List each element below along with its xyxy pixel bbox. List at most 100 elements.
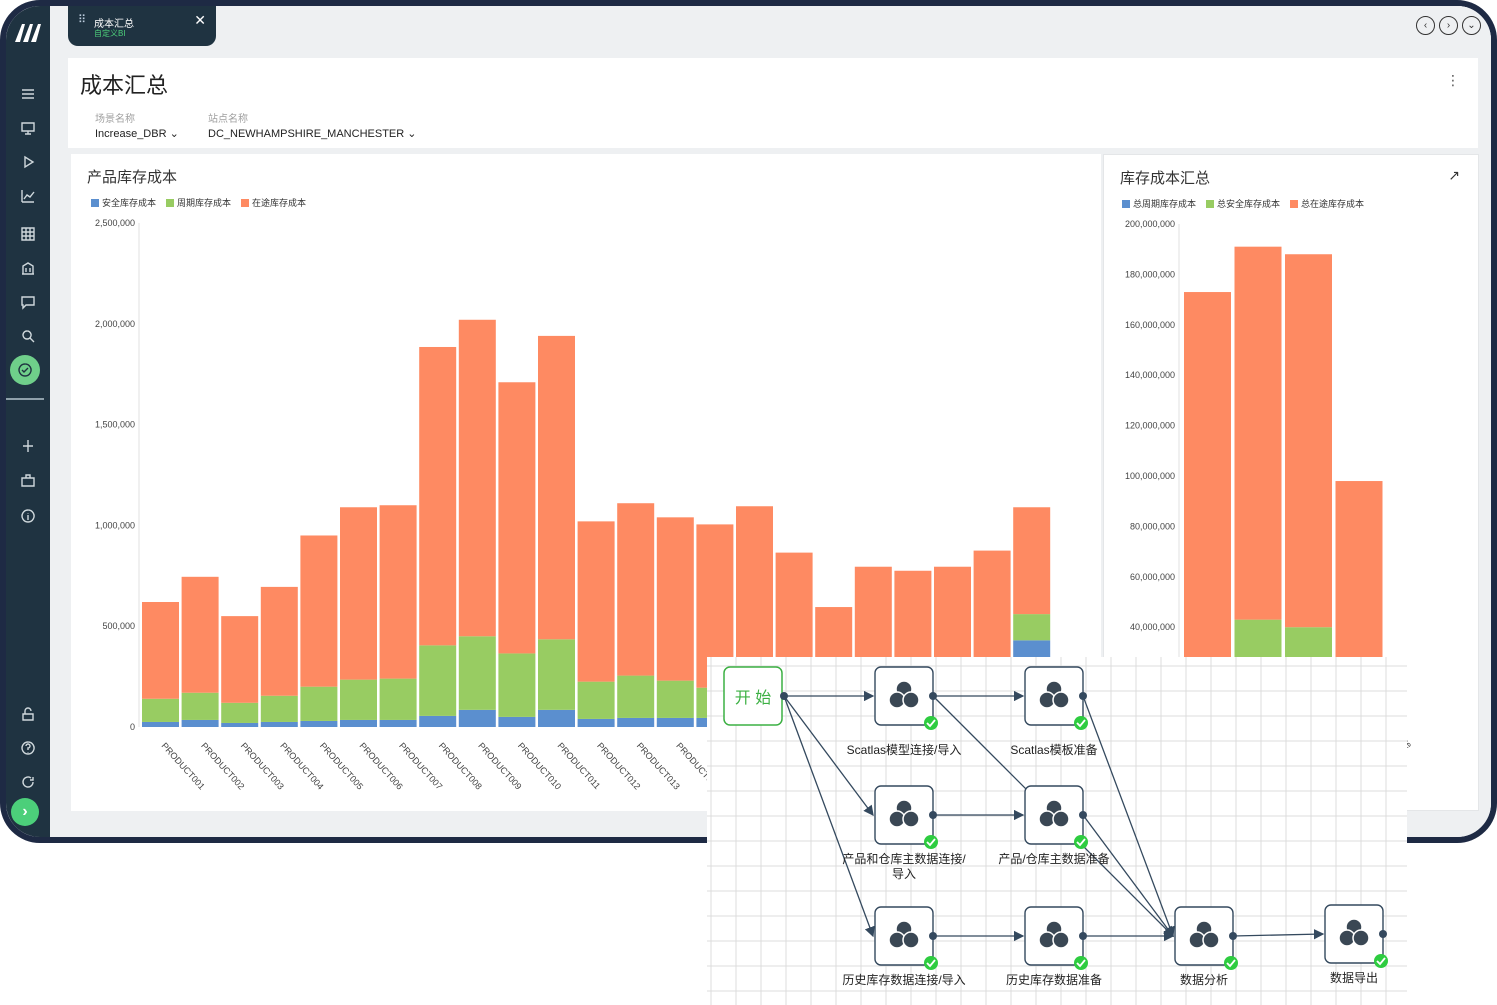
toolbox-icon[interactable] — [16, 468, 40, 492]
bar-segment[interactable] — [538, 335, 575, 640]
bar-segment[interactable] — [340, 679, 377, 720]
drag-handle-icon[interactable]: ⠿ — [78, 14, 86, 26]
bar-segment[interactable] — [142, 721, 179, 727]
workflow-canvas[interactable]: 开 始 Scatlas模型连接/导入 Scatlas模板准备 产品和仓库主数据连接/… — [707, 657, 1407, 1005]
bar-segment[interactable] — [1234, 246, 1282, 620]
flow-node[interactable] — [1024, 785, 1088, 849]
bar-segment[interactable] — [577, 521, 615, 682]
bar-segment[interactable] — [538, 639, 575, 710]
legend-item[interactable]: 总在途库存成本 — [1290, 197, 1364, 210]
bar-segment[interactable] — [1234, 619, 1282, 658]
help-icon[interactable] — [16, 736, 40, 760]
presentation-icon[interactable] — [16, 116, 40, 140]
bar-segment[interactable] — [419, 715, 457, 727]
bar-segment[interactable] — [498, 382, 536, 654]
bar-segment[interactable] — [379, 678, 417, 720]
legend-item[interactable]: 总安全库存成本 — [1206, 197, 1280, 210]
bar-segment[interactable] — [221, 702, 259, 723]
bar-segment[interactable] — [1184, 292, 1231, 665]
port-dot[interactable] — [929, 932, 937, 940]
legend-item[interactable]: 在途库存成本 — [241, 196, 306, 209]
port-dot[interactable] — [1079, 811, 1087, 819]
chevron-down-icon[interactable]: ⌄ — [1462, 16, 1481, 35]
bar-segment[interactable] — [617, 675, 655, 718]
bar-segment[interactable] — [577, 718, 615, 727]
port-dot[interactable] — [780, 692, 788, 700]
bar-segment[interactable] — [379, 719, 417, 727]
list-icon[interactable] — [16, 82, 40, 106]
unlock-icon[interactable] — [16, 702, 40, 726]
bar-segment[interactable] — [656, 717, 694, 727]
chevron-right-icon[interactable]: › — [1439, 16, 1458, 35]
bar-segment[interactable] — [181, 692, 219, 720]
filter-scenario[interactable]: 场景名称 Increase_DBR ⌄ — [95, 110, 179, 140]
flow-node[interactable] — [1024, 666, 1088, 730]
bar-segment[interactable] — [617, 717, 655, 727]
bar-segment[interactable] — [221, 722, 259, 727]
flow-node[interactable] — [1324, 904, 1388, 968]
chevron-left-icon[interactable]: ‹ — [1416, 16, 1435, 35]
play-icon[interactable] — [16, 150, 40, 174]
flow-node[interactable] — [874, 785, 938, 849]
port-dot[interactable] — [1379, 930, 1387, 938]
bar-segment[interactable] — [458, 709, 496, 727]
legend-item[interactable]: 总周期库存成本 — [1122, 197, 1196, 210]
search-check-icon[interactable] — [16, 324, 40, 348]
port-dot[interactable] — [1079, 932, 1087, 940]
bar-segment[interactable] — [498, 716, 536, 727]
bar-segment[interactable] — [300, 720, 338, 727]
expand-sidebar-button[interactable]: › — [11, 798, 39, 826]
filter-site[interactable]: 站点名称 DC_NEWHAMPSHIRE_MANCHESTER ⌄ — [208, 110, 416, 140]
flow-node[interactable] — [874, 906, 938, 970]
flow-node[interactable] — [1024, 906, 1088, 970]
bar-segment[interactable] — [340, 719, 377, 727]
bar-segment[interactable] — [458, 319, 496, 637]
legend-item[interactable]: 周期库存成本 — [166, 196, 231, 209]
bar-segment[interactable] — [1013, 614, 1051, 641]
close-tab-icon[interactable]: ✕ — [194, 12, 206, 28]
port-dot[interactable] — [1079, 692, 1087, 700]
port-dot[interactable] — [929, 811, 937, 819]
bar-segment[interactable] — [617, 503, 655, 676]
legend-item[interactable]: 安全库存成本 — [91, 196, 156, 209]
bar-segment[interactable] — [181, 719, 219, 727]
bar-segment[interactable] — [142, 602, 179, 699]
bar-segment[interactable] — [260, 695, 298, 722]
grid-icon[interactable] — [16, 222, 40, 246]
start-node[interactable]: 开 始 — [723, 666, 788, 726]
bar-segment[interactable] — [458, 636, 496, 710]
bar-segment[interactable] — [300, 686, 338, 721]
more-menu-icon[interactable]: ⋮ — [1446, 72, 1460, 88]
split-icon[interactable] — [16, 434, 40, 458]
building-icon[interactable] — [16, 256, 40, 280]
flow-node[interactable] — [1174, 906, 1238, 970]
bar-segment[interactable] — [142, 698, 179, 722]
bar-segment[interactable] — [300, 535, 338, 687]
refresh-icon[interactable] — [16, 770, 40, 794]
chat-icon[interactable] — [16, 290, 40, 314]
info-icon[interactable] — [16, 504, 40, 528]
bar-segment[interactable] — [538, 709, 575, 727]
analysis-icon[interactable] — [10, 355, 40, 385]
bar-segment[interactable] — [1013, 507, 1051, 615]
port-dot[interactable] — [1229, 932, 1237, 940]
bar-segment[interactable] — [498, 653, 536, 717]
bar-segment[interactable] — [260, 721, 298, 727]
bar-segment[interactable] — [1335, 481, 1383, 668]
bar-segment[interactable] — [419, 645, 457, 716]
bar-segment[interactable] — [577, 681, 615, 719]
bar-segment[interactable] — [181, 576, 219, 693]
bar-segment[interactable] — [379, 505, 417, 679]
tab-cost-summary[interactable]: ⠿ 成本汇总 自定义BI ✕ — [68, 6, 216, 46]
flow-node[interactable] — [874, 666, 938, 730]
bar-segment[interactable] — [260, 586, 298, 696]
bar-segment[interactable] — [1285, 254, 1332, 628]
bar-segment[interactable] — [419, 346, 457, 646]
bar-segment[interactable] — [656, 680, 694, 718]
line-chart-icon[interactable] — [16, 184, 40, 208]
bar-segment[interactable] — [656, 517, 694, 681]
bar-segment[interactable] — [340, 507, 377, 680]
port-dot[interactable] — [929, 692, 937, 700]
expand-icon[interactable]: ↗ — [1448, 167, 1460, 183]
bar-segment[interactable] — [221, 616, 259, 703]
